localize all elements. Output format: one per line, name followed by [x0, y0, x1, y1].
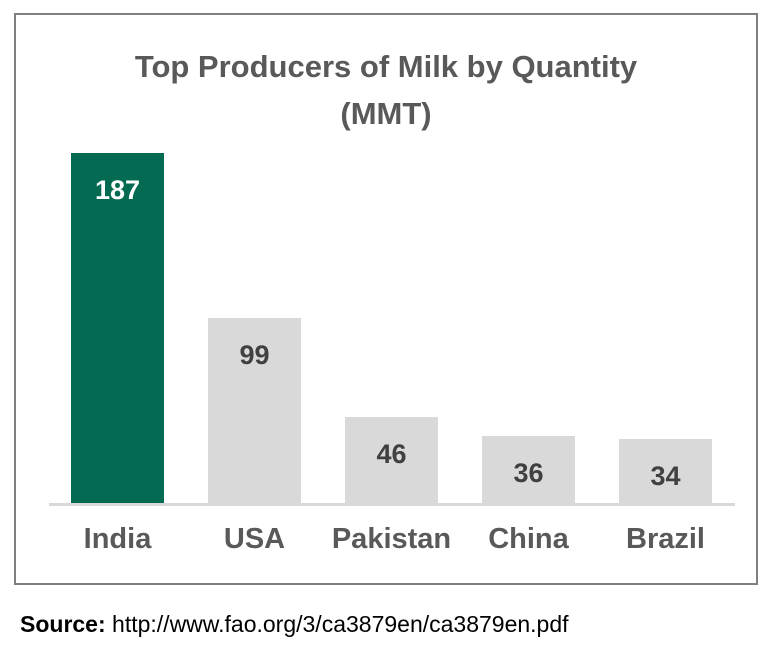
bar-china: 36 — [482, 436, 575, 503]
chart-title-line2: (MMT) — [340, 96, 432, 131]
bar-brazil: 34 — [619, 439, 712, 503]
bar-value-label-india: 187 — [94, 175, 141, 205]
bar-india: 187 — [71, 153, 164, 503]
category-label-usa: USA — [223, 523, 286, 555]
bar-value-label-usa: 99 — [239, 340, 270, 370]
source-label: Source: — [20, 611, 106, 637]
bar-value-label-brazil: 34 — [650, 461, 681, 491]
category-label-india: India — [83, 523, 152, 555]
chart-frame: Top Producers of Milk by Quantity (MMT) … — [14, 13, 758, 585]
chart-title: Top Producers of Milk by Quantity (MMT) — [16, 43, 756, 137]
category-label-brazil: Brazil — [626, 523, 705, 555]
bar-value-label-china: 36 — [513, 458, 544, 488]
x-axis-line — [49, 503, 735, 506]
source-url-text: http://www.fao.org/3/ca3879en/ca3879en.p… — [105, 611, 569, 637]
category-label-pakistan: Pakistan — [331, 523, 452, 555]
category-label-china: China — [488, 523, 569, 555]
bar-value-label-pakistan: 46 — [376, 439, 407, 469]
chart-title-line1: Top Producers of Milk by Quantity — [134, 49, 638, 84]
plot-area: 187 India 99 USA 46 Pakistan 36 China 34 Brazil — [16, 15, 756, 583]
source-line: Source: http://www.fao.org/3/ca3879en/ca… — [20, 611, 569, 638]
bar-pakistan: 46 — [345, 417, 438, 503]
bar-usa: 99 — [208, 318, 301, 503]
